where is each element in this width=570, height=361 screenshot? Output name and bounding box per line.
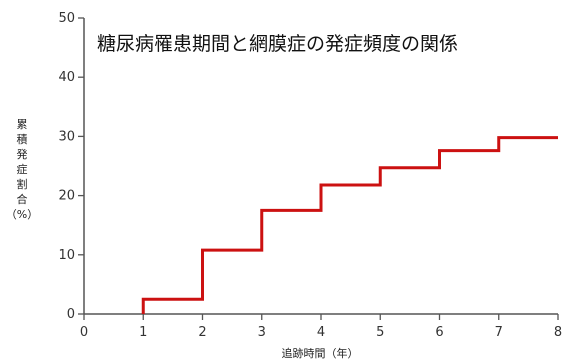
- y-tick-label: 40: [58, 70, 75, 85]
- x-tick-label: 4: [317, 325, 325, 340]
- series-group: [141, 136, 559, 314]
- x-tick-label: 0: [80, 325, 88, 340]
- y-axis-label-char: （%）: [6, 208, 38, 221]
- tick-labels: 0 10 20 30 40 50 0 1 2 3 4 5 6 7 8: [58, 11, 562, 340]
- x-tick-label: 8: [554, 325, 562, 340]
- y-axis-label-char: 割: [17, 177, 28, 191]
- axes: [78, 17, 559, 320]
- y-tick-label: 10: [58, 248, 75, 263]
- chart-title: 糖尿病罹患期間と網膜症の発症頻度の関係: [97, 33, 458, 55]
- x-tick-label: 5: [376, 325, 384, 340]
- y-tick-label: 30: [58, 129, 75, 144]
- y-tick-label: 0: [67, 307, 75, 322]
- y-axis-label-char: 発: [17, 147, 28, 161]
- y-tick-label: 50: [58, 11, 75, 26]
- plot-area: [84, 18, 558, 314]
- y-axis-label-char: 積: [17, 132, 28, 146]
- x-tick-label: 2: [198, 325, 206, 340]
- x-axis-label: 追跡時間（年）: [282, 346, 359, 360]
- x-tick-label: 3: [258, 325, 266, 340]
- x-tick-label: 6: [435, 325, 443, 340]
- y-axis-label-char: 累: [17, 118, 28, 131]
- y-axis-label-char: 合: [17, 192, 28, 206]
- x-tick-label: 1: [139, 325, 147, 340]
- x-tick-label: 7: [495, 325, 503, 340]
- y-tick-label: 20: [58, 189, 75, 204]
- y-axis-label-char: 症: [17, 162, 28, 176]
